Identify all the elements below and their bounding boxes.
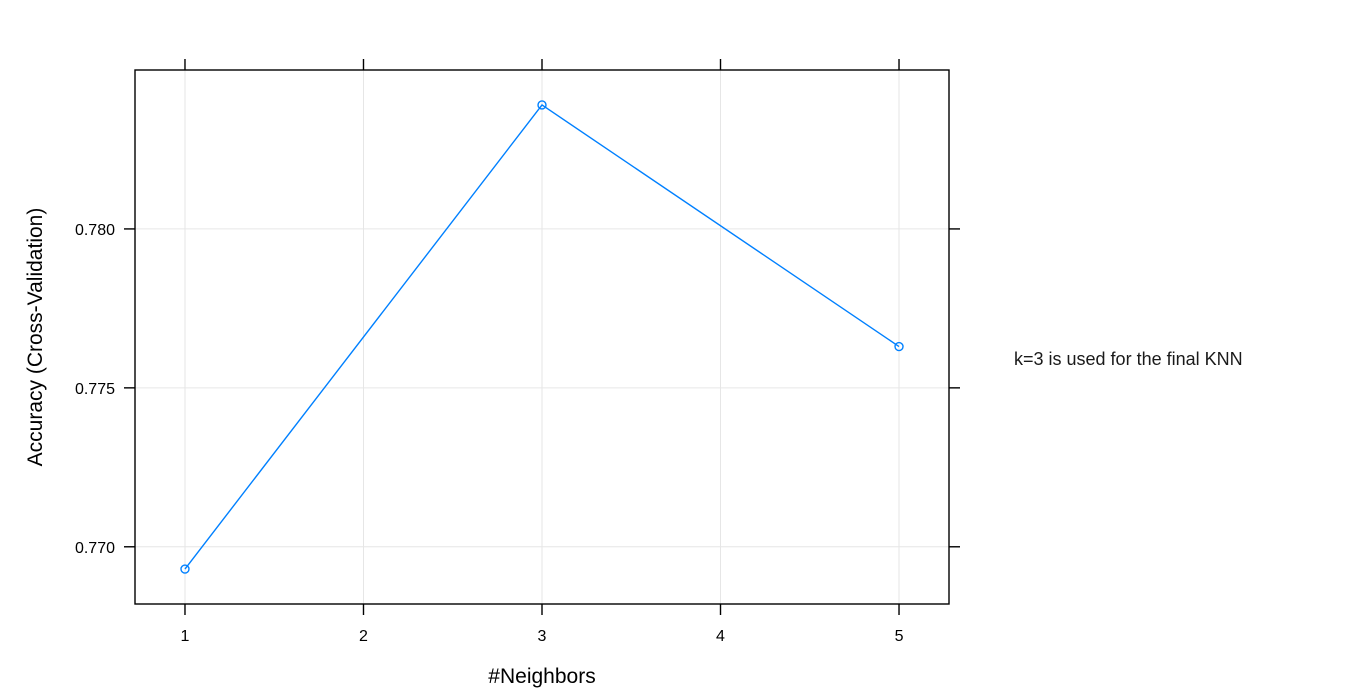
y-tick-label: 0.775 (75, 381, 115, 398)
data-point (537, 100, 547, 110)
data-point (894, 341, 904, 352)
x-tick-label: 1 (181, 628, 190, 645)
x-tick-label: 2 (359, 628, 368, 645)
axis-ticks (124, 59, 960, 615)
y-tick-label: 0.780 (75, 222, 115, 239)
final-k-annotation: k=3 is used for the final KNN (1014, 349, 1243, 369)
x-tick-label: 4 (716, 628, 725, 645)
x-axis-title: #Neighbors (488, 665, 595, 688)
y-axis-title: Accuracy (Cross-Validation) (24, 208, 47, 467)
y-tick-label: 0.770 (75, 540, 115, 557)
series-layer (180, 100, 904, 574)
y-tick-labels: 0.770 0.775 0.780 (75, 222, 115, 557)
x-tick-label: 3 (538, 628, 547, 645)
x-tick-label: 5 (895, 628, 904, 645)
x-tick-labels: 1 2 3 4 5 (181, 628, 904, 645)
accuracy-line (184, 104, 900, 570)
grid-lines (135, 70, 949, 604)
data-point (180, 564, 190, 574)
